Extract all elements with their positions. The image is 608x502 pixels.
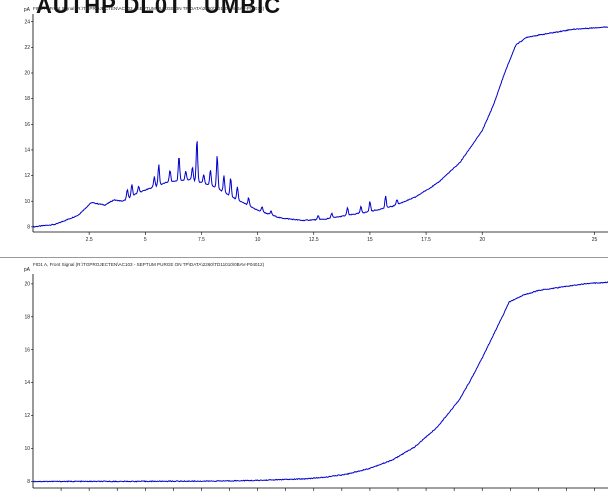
y-tick-label: 24 — [24, 19, 30, 25]
y-tick-label: 8 — [27, 224, 30, 230]
y-axis-unit: pA — [24, 7, 31, 13]
y-tick-label: 12 — [24, 413, 30, 419]
x-tick-label: 5 — [144, 237, 147, 243]
chromatogram-panel-top: FID1 A, Front Signal (R:\TGPROJECTEN\AC1… — [24, 6, 608, 243]
x-tick-label: 17.5 — [421, 237, 431, 243]
y-tick-label: 18 — [24, 314, 30, 320]
x-tick-label: 15 — [367, 237, 373, 243]
y-tick-label: 20 — [24, 71, 30, 77]
y-tick-label: 20 — [24, 281, 30, 287]
chromatogram-panel-bottom: FID1 A, Front Signal (R:\TGPROJECTEN\AC1… — [0, 258, 608, 502]
x-tick-label: 10 — [255, 237, 261, 243]
y-tick-label: 16 — [24, 122, 30, 128]
panel-divider — [0, 257, 608, 258]
signal-label-bottom: FID1 A, Front Signal (R:\TGPROJECTEN\AC1… — [33, 262, 265, 267]
y-tick-label: 14 — [24, 380, 30, 386]
x-tick-label: 2.5 — [86, 237, 93, 243]
y-tick-label: 10 — [24, 199, 30, 205]
y-tick-label: 8 — [27, 479, 30, 485]
x-tick-label: 12.5 — [309, 237, 319, 243]
chromatogram-chart-top: 8 10 12 14 16 18 20 22 24 pA 2.5 5 7.5 10 12.5 15 17.5 20… — [24, 7, 608, 243]
y-tick-label: 16 — [24, 347, 30, 353]
signal-trace — [32, 26, 608, 228]
x-tick-label: 25 — [592, 237, 598, 243]
y-tick-label: 22 — [24, 45, 30, 51]
x-tick-label: 20 — [479, 237, 485, 243]
page-title: AUTHP DL0TT UMBIC — [36, 0, 282, 18]
chromatogram-chart-bottom: 8 10 12 14 16 18 20 pA — [24, 267, 608, 491]
y-tick-label: 10 — [24, 446, 30, 452]
signal-trace — [32, 281, 608, 483]
y-tick-label: 14 — [24, 148, 30, 154]
y-axis-unit: pA — [24, 267, 31, 273]
y-tick-label: 12 — [24, 173, 30, 179]
x-tick-label: 7.5 — [198, 237, 205, 243]
signal-label-top: FID1 A, Front Signal (R:\TGPROJECTEN\AC1… — [33, 6, 265, 11]
y-tick-label: 18 — [24, 96, 30, 102]
